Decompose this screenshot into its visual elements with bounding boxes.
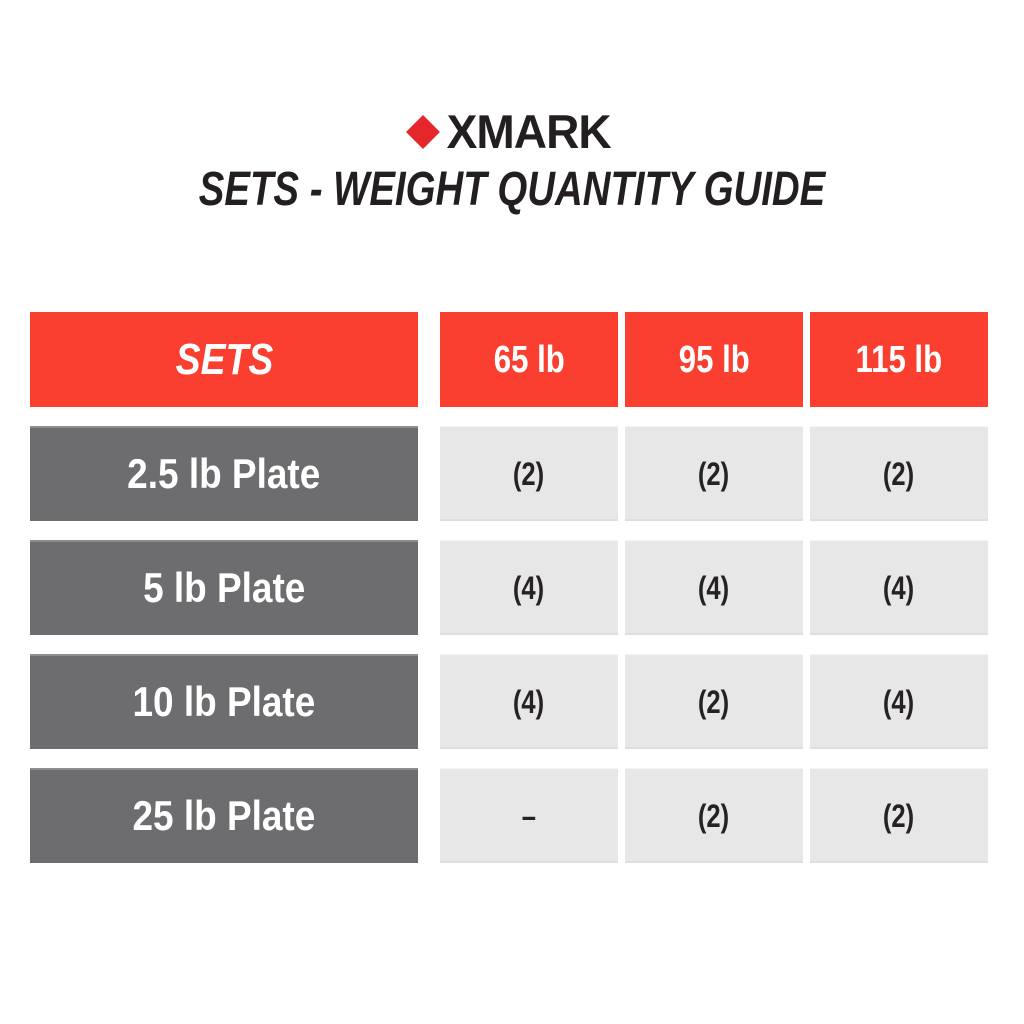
quantity-value: (2) bbox=[883, 797, 915, 834]
row-label-cell: 10 lb Plate bbox=[30, 654, 418, 749]
table-header-row: SETS 65 lb 95 lb 115 lb bbox=[30, 312, 988, 407]
quantity-cell: – bbox=[440, 768, 618, 863]
table-row: 2.5 lb Plate (2) (2) (2) bbox=[30, 426, 988, 521]
quantity-value: (2) bbox=[698, 683, 730, 720]
header-col-65lb-label: 65 lb bbox=[493, 338, 565, 381]
table-row: 10 lb Plate (4) (2) (4) bbox=[30, 654, 988, 749]
quantity-cell: (4) bbox=[440, 540, 618, 635]
quantity-cell: (4) bbox=[625, 540, 803, 635]
brand-logo: XMARK bbox=[0, 108, 1024, 155]
quantity-cell: (2) bbox=[810, 768, 988, 863]
header-col-115lb-label: 115 lb bbox=[855, 338, 943, 381]
quantity-cell: (4) bbox=[440, 654, 618, 749]
row-label: 25 lb Plate bbox=[132, 791, 316, 839]
quantity-value: (4) bbox=[513, 569, 545, 606]
header-sets-cell: SETS bbox=[30, 312, 418, 407]
quantity-value: (4) bbox=[513, 683, 545, 720]
row-label-cell: 5 lb Plate bbox=[30, 540, 418, 635]
header-col-115lb: 115 lb bbox=[810, 312, 988, 407]
table-row: 5 lb Plate (4) (4) (4) bbox=[30, 540, 988, 635]
quantity-cell: (2) bbox=[625, 654, 803, 749]
row-label-cell: 2.5 lb Plate bbox=[30, 426, 418, 521]
brand-name: XMARK bbox=[447, 105, 612, 158]
quantity-value: (2) bbox=[883, 455, 915, 492]
header-col-95lb-label: 95 lb bbox=[678, 338, 750, 381]
quantity-value: (4) bbox=[883, 569, 915, 606]
quantity-cell: (2) bbox=[625, 768, 803, 863]
quantity-cell: (4) bbox=[810, 654, 988, 749]
quantity-value: (2) bbox=[698, 455, 730, 492]
row-label: 5 lb Plate bbox=[142, 563, 306, 611]
quantity-value: (2) bbox=[513, 455, 545, 492]
row-label-cell: 25 lb Plate bbox=[30, 768, 418, 863]
quantity-cell: (4) bbox=[810, 540, 988, 635]
quantity-cell: (2) bbox=[810, 426, 988, 521]
row-label: 2.5 lb Plate bbox=[127, 449, 321, 497]
quantity-value: (4) bbox=[883, 683, 915, 720]
quantity-value: – bbox=[521, 797, 537, 834]
quantity-cell: (2) bbox=[440, 426, 618, 521]
quantity-value: (2) bbox=[698, 797, 730, 834]
quantity-cell: (2) bbox=[625, 426, 803, 521]
table-row: 25 lb Plate – (2) (2) bbox=[30, 768, 988, 863]
sets-weight-table: SETS 65 lb 95 lb 115 lb 2.5 lb Plate (2)… bbox=[30, 312, 988, 882]
header-col-65lb: 65 lb bbox=[440, 312, 618, 407]
page-title: SETS - WEIGHT QUANTITY GUIDE bbox=[198, 163, 826, 216]
header-sets-label: SETS bbox=[175, 334, 273, 384]
header-col-95lb: 95 lb bbox=[625, 312, 803, 407]
diamond-icon bbox=[406, 114, 441, 149]
row-label: 10 lb Plate bbox=[132, 677, 316, 725]
quantity-value: (4) bbox=[698, 569, 730, 606]
